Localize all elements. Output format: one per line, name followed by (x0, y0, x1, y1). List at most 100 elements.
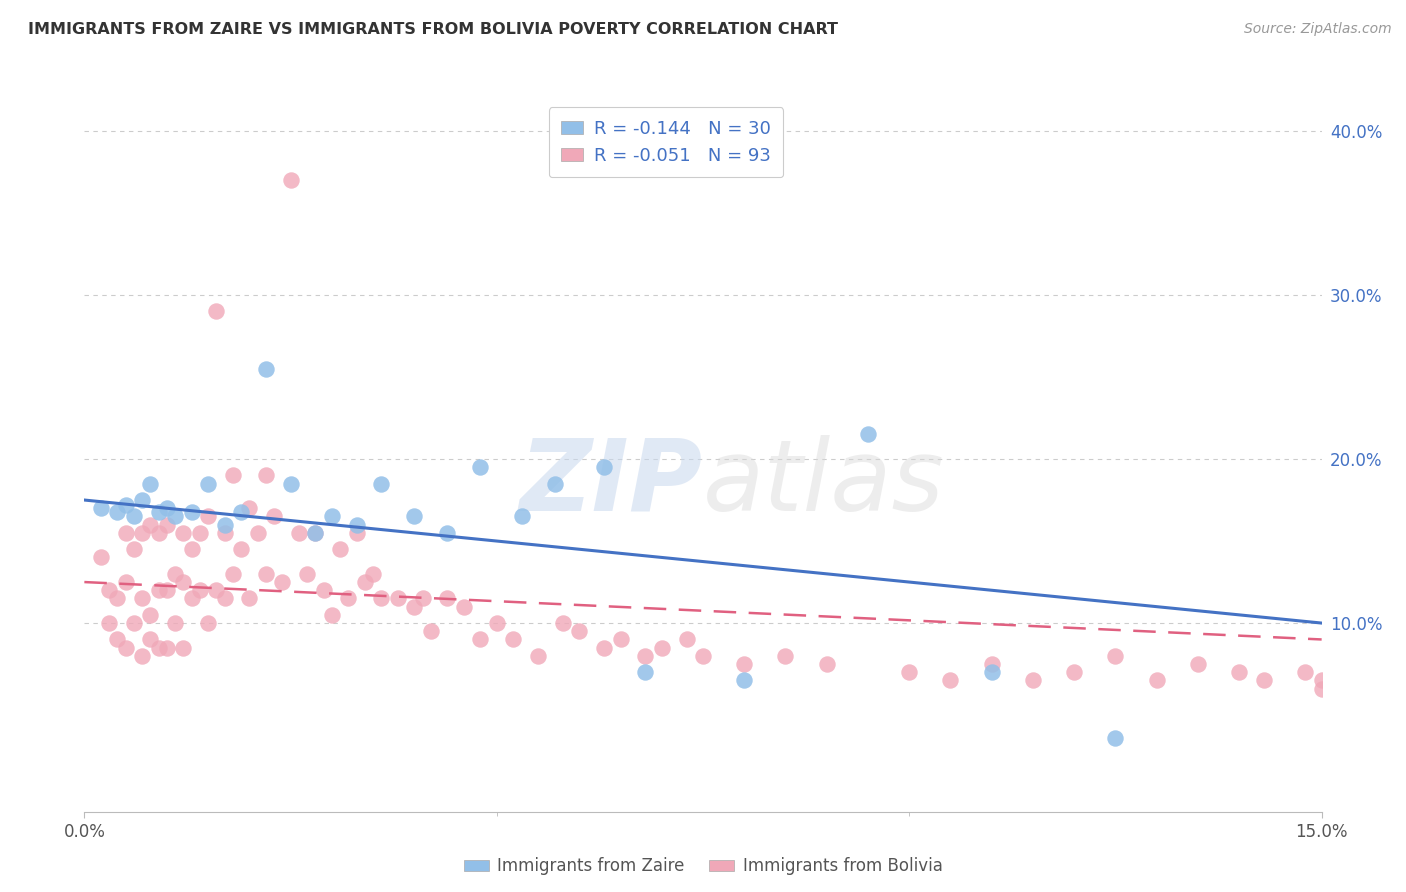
Point (510, 509, 533, 524)
Point (122, 542, 145, 557)
Point (387, 591, 409, 606)
Point (288, 525, 311, 540)
Text: Source: ZipAtlas.com: Source: ZipAtlas.com (1244, 22, 1392, 37)
Point (346, 525, 368, 540)
Point (139, 517, 162, 532)
Point (609, 632, 631, 647)
Point (114, 575, 136, 590)
Point (114, 498, 136, 512)
Point (188, 525, 211, 540)
Point (470, 460, 492, 475)
Point (172, 575, 194, 590)
Point (148, 525, 170, 540)
Point (419, 624, 441, 639)
Point (105, 632, 128, 647)
Point (197, 509, 219, 524)
Point (188, 583, 211, 598)
Point (412, 591, 434, 606)
Point (815, 657, 838, 671)
Point (321, 509, 343, 524)
Point (775, 648, 797, 663)
Point (139, 632, 162, 647)
Point (271, 575, 294, 590)
Point (131, 493, 153, 508)
Point (254, 468, 277, 483)
Point (898, 665, 921, 680)
Point (295, 566, 318, 581)
Point (156, 501, 179, 516)
Point (156, 640, 179, 655)
Point (254, 361, 277, 376)
Point (280, 476, 302, 491)
Point (939, 673, 962, 688)
Point (337, 591, 360, 606)
Point (131, 591, 153, 606)
Point (527, 648, 550, 663)
Point (593, 640, 616, 655)
Point (304, 525, 326, 540)
Point (98, 616, 121, 631)
Point (246, 525, 269, 540)
Point (263, 509, 285, 524)
Point (1104, 731, 1126, 745)
Point (634, 648, 657, 663)
Point (238, 591, 260, 606)
Point (122, 509, 145, 524)
Point (180, 504, 202, 518)
Point (280, 173, 302, 187)
Point (229, 504, 252, 518)
Point (634, 665, 657, 680)
Point (165, 566, 187, 581)
Point (254, 566, 277, 581)
Point (197, 616, 219, 631)
Point (156, 517, 179, 532)
Point (436, 591, 458, 606)
Point (90, 550, 112, 565)
Point (361, 566, 384, 581)
Point (980, 665, 1002, 680)
Point (568, 624, 591, 639)
Text: ZIP: ZIP (520, 435, 703, 532)
Point (148, 583, 170, 598)
Point (733, 657, 755, 671)
Point (1294, 665, 1316, 680)
Point (675, 632, 697, 647)
Point (551, 616, 574, 631)
Point (156, 583, 179, 598)
Point (1227, 665, 1250, 680)
Point (98, 583, 121, 598)
Point (370, 476, 392, 491)
Text: IMMIGRANTS FROM ZAIRE VS IMMIGRANTS FROM BOLIVIA POVERTY CORRELATION CHART: IMMIGRANTS FROM ZAIRE VS IMMIGRANTS FROM… (28, 22, 838, 37)
Point (1187, 657, 1209, 671)
Point (485, 616, 508, 631)
Point (165, 509, 187, 524)
Point (90, 501, 112, 516)
Point (205, 304, 228, 318)
Point (346, 517, 368, 532)
Point (856, 427, 879, 442)
Point (180, 591, 202, 606)
Point (139, 476, 162, 491)
Point (353, 575, 375, 590)
Point (1310, 673, 1333, 688)
Point (114, 525, 136, 540)
Point (980, 657, 1002, 671)
Point (214, 517, 236, 532)
Point (1022, 673, 1045, 688)
Point (105, 504, 128, 518)
Point (543, 476, 565, 491)
Point (651, 640, 673, 655)
Point (148, 640, 170, 655)
Point (105, 591, 128, 606)
Point (312, 583, 335, 598)
Point (304, 525, 326, 540)
Point (122, 616, 145, 631)
Point (593, 460, 616, 475)
Point (139, 607, 162, 622)
Point (165, 616, 187, 631)
Point (404, 599, 426, 614)
Point (114, 640, 136, 655)
Point (131, 648, 153, 663)
Point (229, 542, 252, 557)
Point (131, 525, 153, 540)
